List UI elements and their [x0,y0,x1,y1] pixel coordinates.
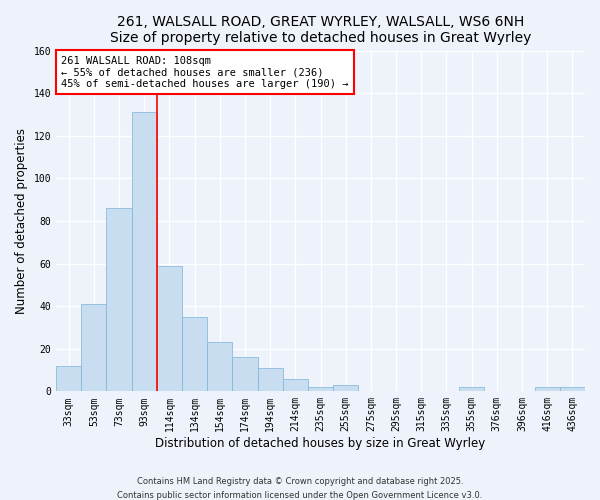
Bar [535,387,560,392]
Bar [157,266,182,392]
Bar [560,387,585,392]
Bar [257,368,283,392]
Title: 261, WALSALL ROAD, GREAT WYRLEY, WALSALL, WS6 6NH
Size of property relative to d: 261, WALSALL ROAD, GREAT WYRLEY, WALSALL… [110,15,531,45]
Bar [56,366,81,392]
Y-axis label: Number of detached properties: Number of detached properties [15,128,28,314]
Bar [333,385,358,392]
Bar [131,112,157,392]
Bar [106,208,131,392]
Bar [232,358,257,392]
X-axis label: Distribution of detached houses by size in Great Wyrley: Distribution of detached houses by size … [155,437,485,450]
Bar [308,387,333,392]
Bar [207,342,232,392]
Bar [459,387,484,392]
Bar [182,317,207,392]
Bar [283,378,308,392]
Text: Contains HM Land Registry data © Crown copyright and database right 2025.
Contai: Contains HM Land Registry data © Crown c… [118,478,482,500]
Bar [81,304,106,392]
Text: 261 WALSALL ROAD: 108sqm
← 55% of detached houses are smaller (236)
45% of semi-: 261 WALSALL ROAD: 108sqm ← 55% of detach… [61,56,349,89]
